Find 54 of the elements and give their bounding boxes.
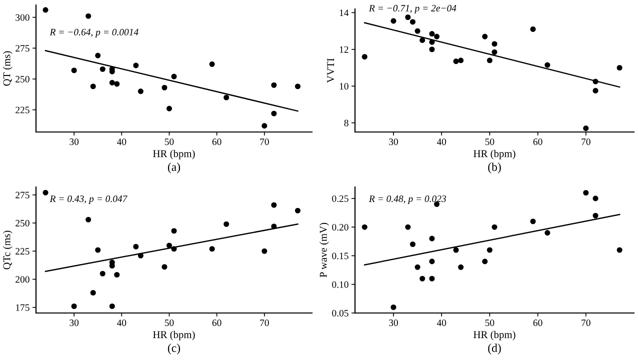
x-tick-label: 50 — [485, 320, 494, 326]
annotation: R = 0.43, p = 0.047 — [50, 195, 128, 204]
text: (d) — [488, 344, 501, 354]
y-axis-title: P wave (mV) — [320, 222, 329, 278]
x-tick-label: 40 — [116, 138, 126, 146]
y-tick-label: 14 — [340, 10, 349, 16]
text: (a) — [168, 162, 180, 174]
y-tick-label: 12 — [340, 46, 348, 53]
x-tick-label: 30 — [70, 320, 79, 326]
x-axis-title: HR (bpm) — [153, 330, 195, 340]
annotation: R = 0.48, p = 0.023 — [368, 195, 446, 204]
x-tick-label: 70 — [582, 320, 590, 326]
y-tick-label: 0.15 — [332, 252, 348, 260]
x-axis-title: HR (bpm) — [153, 150, 195, 160]
y-tick-label: 250 — [16, 76, 30, 82]
x-tick-label: 30 — [389, 320, 398, 326]
x-tick-label: 40 — [436, 138, 446, 146]
y-tick-label: 0.05 — [332, 310, 348, 317]
y-tick-label: 300 — [16, 14, 30, 21]
x-tick-label: 50 — [164, 320, 174, 326]
x-tick-label: 30 — [70, 138, 79, 146]
y-tick-label: 0.20 — [332, 224, 348, 231]
y-tick-label: 175 — [16, 304, 30, 311]
x-tick-label: 60 — [212, 138, 222, 146]
y-tick-label: 225 — [16, 106, 30, 114]
x-axis-title: HR (bpm) — [474, 150, 516, 160]
annotation: R = −0.71, p = 2e−04 — [368, 4, 456, 14]
x-tick-label: 70 — [260, 320, 269, 326]
x-tick-label: 60 — [533, 320, 542, 326]
y-tick-label: 10 — [340, 83, 348, 90]
x-tick-label: 70 — [260, 138, 269, 146]
y-axis-title: QT (ms) — [2, 51, 12, 86]
y-tick-label: 200 — [16, 276, 30, 283]
y-tick-label: 275 — [16, 192, 30, 198]
x-tick-label: 60 — [533, 138, 542, 146]
text: (b) — [488, 162, 501, 174]
y-tick-label: 0.25 — [332, 195, 348, 202]
y-axis-title: QTc (ms) — [2, 230, 12, 270]
x-tick-label: 30 — [389, 138, 398, 146]
x-tick-label: 70 — [582, 138, 590, 146]
x-tick-label: 50 — [164, 138, 174, 146]
y-tick-label: 225 — [16, 248, 30, 255]
y-tick-label: 250 — [16, 220, 30, 226]
x-tick-label: 50 — [485, 138, 494, 146]
x-axis-title: HR (bpm) — [474, 330, 516, 340]
x-tick-label: 40 — [436, 320, 446, 326]
x-tick-label: 60 — [212, 320, 222, 326]
x-tick-label: 40 — [116, 320, 126, 326]
y-tick-label: 8 — [344, 120, 348, 126]
y-axis-title: VVTI — [327, 58, 334, 83]
text: (c) — [168, 344, 180, 354]
y-tick-label: 0.10 — [332, 281, 348, 288]
y-tick-label: 275 — [16, 45, 30, 52]
annotation: R = −0.64, p = 0.0014 — [50, 28, 138, 38]
